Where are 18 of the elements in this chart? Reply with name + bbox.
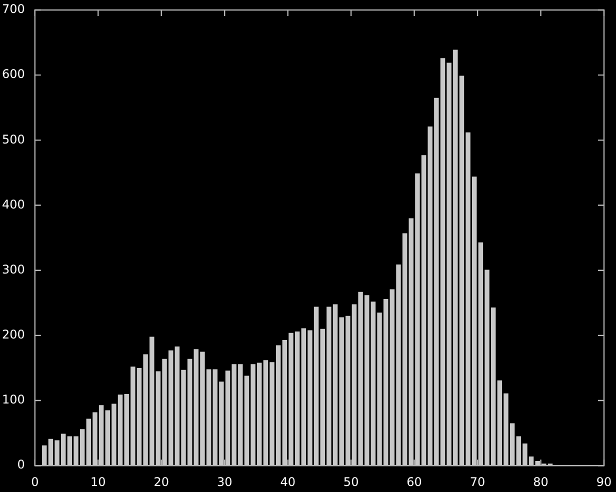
x-tick-label: 0 (31, 474, 39, 489)
y-tick-label: 0 (17, 458, 25, 472)
y-tick-label: 600 (2, 67, 25, 82)
x-tick-label: 90 (596, 474, 612, 489)
x-tick-label: 20 (154, 474, 170, 489)
y-tick-label: 400 (2, 197, 25, 212)
y-tick-label: 500 (2, 132, 25, 146)
x-tick-label: 60 (406, 474, 422, 489)
x-tick-label: 70 (470, 474, 486, 489)
x-tick-label: 40 (280, 474, 296, 489)
y-tick-label: 200 (2, 328, 25, 342)
x-tick-label: 50 (343, 474, 359, 489)
x-tick-label: 80 (533, 474, 548, 489)
y-tick-label: 300 (2, 262, 25, 276)
y-tick-label: 100 (2, 392, 25, 407)
x-tick-label: 30 (216, 474, 232, 489)
y-tick-label: 700 (2, 2, 25, 16)
x-tick-label: 10 (90, 474, 106, 489)
